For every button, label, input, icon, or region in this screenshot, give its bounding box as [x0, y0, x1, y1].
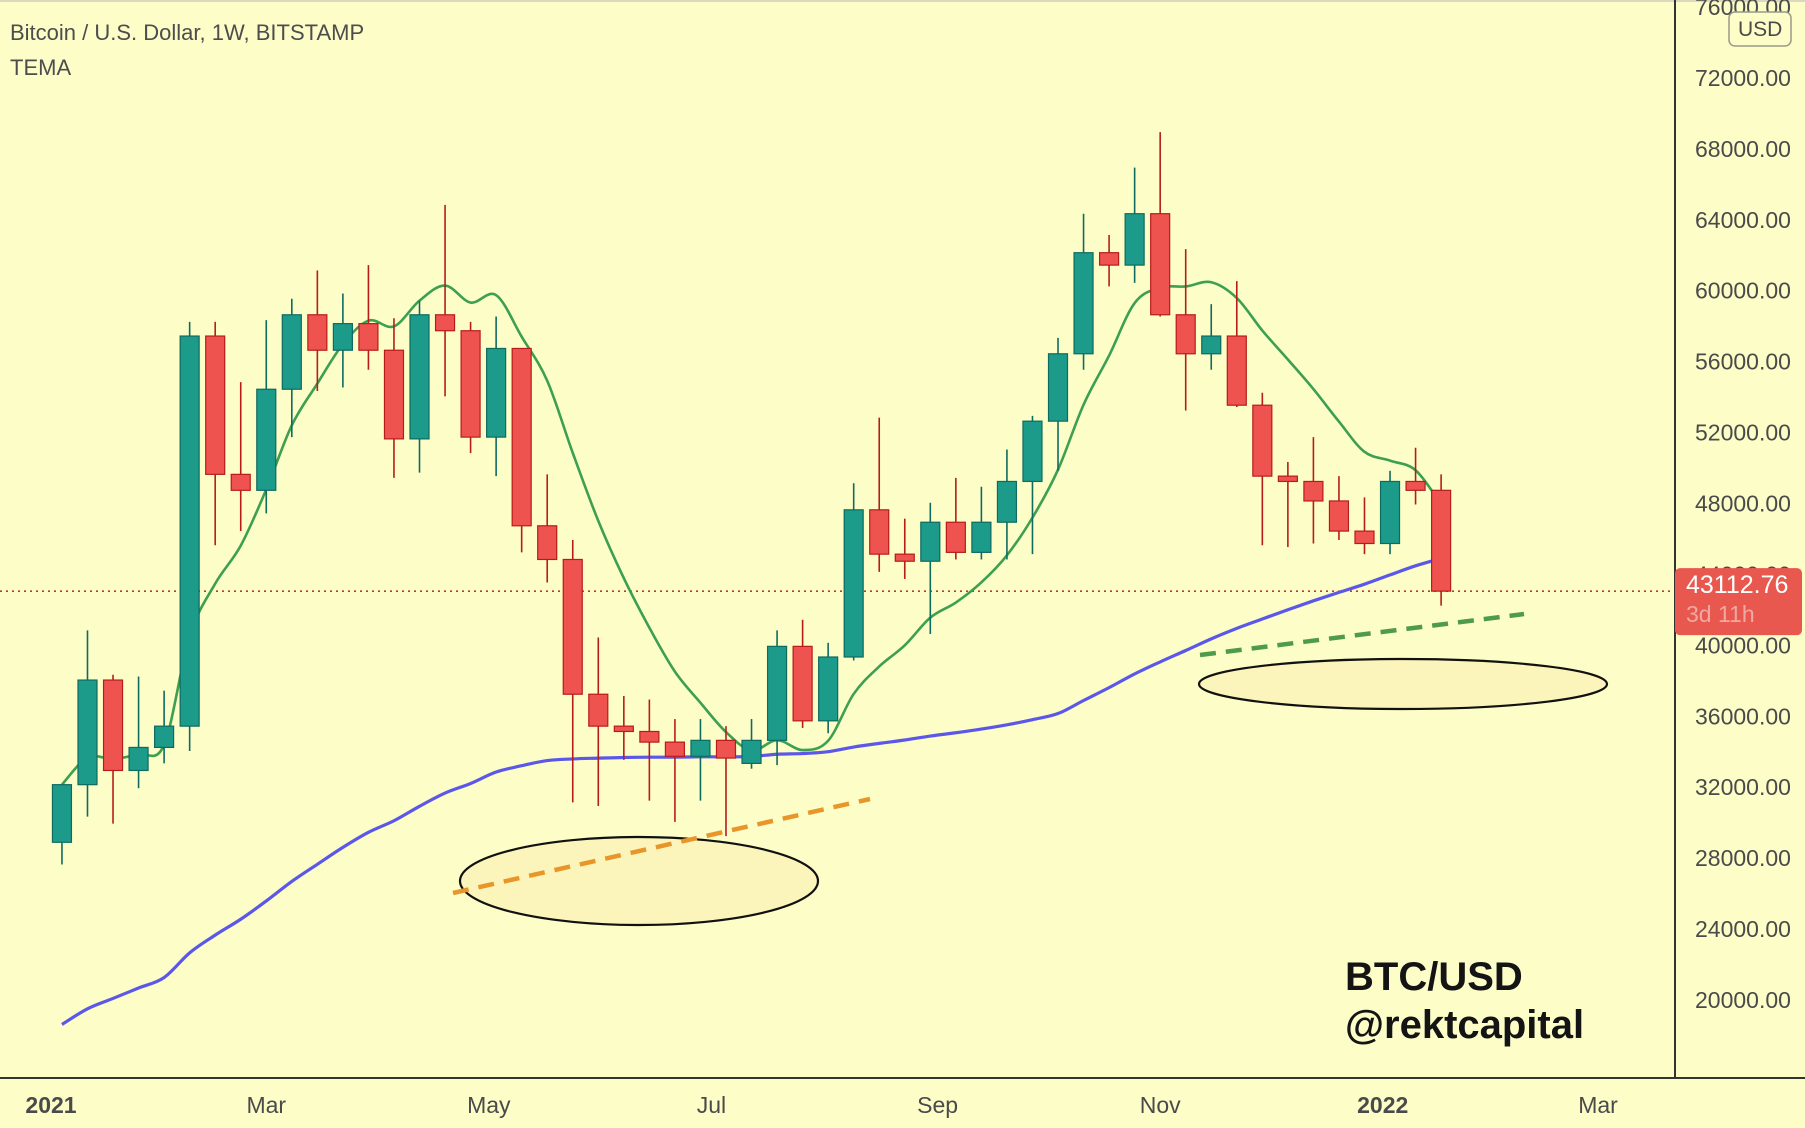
svg-text:24000.00: 24000.00	[1695, 916, 1791, 942]
svg-text:Sep: Sep	[917, 1092, 958, 1118]
svg-text:2022: 2022	[1357, 1092, 1408, 1118]
svg-text:28000.00: 28000.00	[1695, 845, 1791, 871]
svg-text:64000.00: 64000.00	[1695, 207, 1791, 233]
svg-text:68000.00: 68000.00	[1695, 136, 1791, 162]
svg-text:Mar: Mar	[1578, 1092, 1618, 1118]
svg-text:48000.00: 48000.00	[1695, 491, 1791, 517]
svg-text:32000.00: 32000.00	[1695, 774, 1791, 800]
svg-text:56000.00: 56000.00	[1695, 349, 1791, 375]
svg-text:43112.76: 43112.76	[1686, 571, 1788, 599]
svg-text:40000.00: 40000.00	[1695, 632, 1791, 658]
svg-text:Nov: Nov	[1140, 1092, 1181, 1118]
svg-text:Mar: Mar	[246, 1092, 286, 1118]
svg-text:May: May	[467, 1092, 511, 1118]
svg-text:72000.00: 72000.00	[1695, 65, 1791, 91]
svg-text:36000.00: 36000.00	[1695, 703, 1791, 729]
svg-text:2021: 2021	[25, 1092, 76, 1118]
svg-text:@rektcapital: @rektcapital	[1345, 1003, 1584, 1047]
svg-text:3d 11h: 3d 11h	[1686, 601, 1755, 627]
svg-text:52000.00: 52000.00	[1695, 420, 1791, 446]
svg-text:60000.00: 60000.00	[1695, 278, 1791, 304]
svg-text:USD: USD	[1738, 18, 1782, 41]
svg-text:Jul: Jul	[697, 1092, 726, 1118]
svg-text:BTC/USD: BTC/USD	[1345, 955, 1523, 999]
svg-text:20000.00: 20000.00	[1695, 987, 1791, 1013]
